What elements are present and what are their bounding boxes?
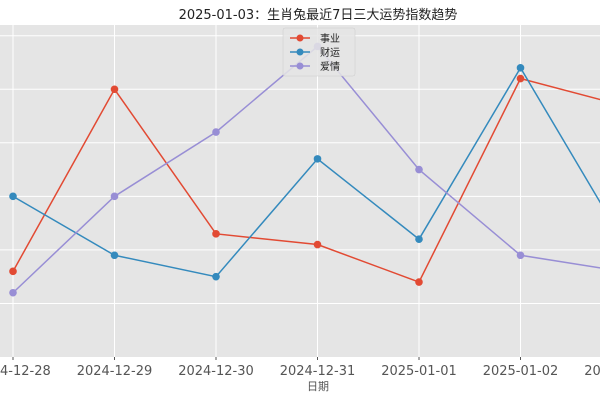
x-axis-label: 日期 [307, 380, 329, 393]
data-point [212, 230, 220, 238]
chart-title: 2025-01-03：生肖兔最近7日三大运势指数趋势 [179, 7, 458, 23]
data-point [9, 192, 17, 201]
series-财运 [9, 64, 600, 281]
data-point [9, 267, 17, 276]
plot-area [0, 25, 600, 357]
x-tick-label: 2024-12-30 [178, 364, 254, 379]
data-point [415, 278, 423, 286]
data-point [516, 74, 525, 83]
legend-label: 事业 [320, 32, 340, 45]
data-point [9, 288, 17, 297]
data-point [313, 155, 322, 163]
x-tick-label: 2024-12-29 [77, 364, 153, 379]
legend-marker [296, 34, 304, 42]
data-point [516, 64, 525, 72]
data-point [212, 272, 220, 281]
data-point [212, 128, 220, 136]
x-tick-label: 2024-12-31 [280, 364, 356, 379]
x-tick-label: 2024-12-28 [0, 364, 51, 379]
legend-marker [296, 48, 304, 56]
data-point [415, 235, 423, 243]
data-point [516, 251, 525, 260]
legend-label: 财运 [320, 46, 340, 59]
legend-label: 爱情 [320, 60, 340, 73]
x-tick-labels: 2024-12-28 2024-12-29 2024-12-30 2024-12-31… [0, 357, 600, 379]
data-point [313, 240, 322, 249]
series-事业 [9, 74, 600, 286]
x-tick-label: 2025-01-03 [584, 364, 600, 379]
data-point [110, 251, 119, 260]
grid [0, 25, 600, 357]
x-tick-label: 2025-01-01 [381, 364, 457, 379]
data-point [110, 85, 119, 94]
legend-marker [296, 62, 304, 70]
data-point [415, 165, 423, 174]
x-tick-label: 2025-01-02 [483, 364, 559, 379]
data-point [110, 192, 119, 201]
